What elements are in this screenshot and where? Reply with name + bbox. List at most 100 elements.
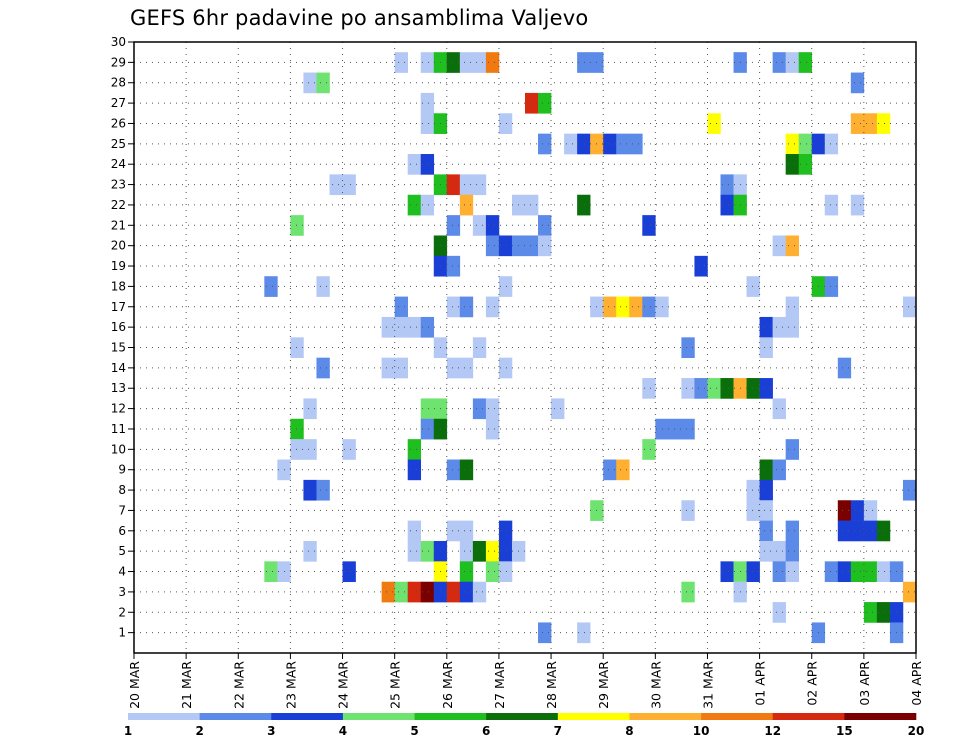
y-tick-label: 3 — [118, 585, 126, 599]
heatmap-cell — [407, 581, 422, 603]
x-tick-label: 25 MAR — [388, 661, 403, 709]
x-tick-label: 02 APR — [805, 661, 820, 706]
heatmap-cell — [459, 194, 474, 216]
y-tick-label: 4 — [118, 565, 126, 579]
heatmap-cell — [472, 215, 487, 236]
y-tick-label: 15 — [111, 341, 126, 355]
heatmap-cell — [863, 602, 878, 623]
heatmap-cell — [407, 459, 422, 481]
heatmap-cell — [837, 500, 852, 521]
heatmap-cell — [498, 276, 513, 297]
heatmap-cell — [824, 276, 839, 297]
heatmap-cell — [655, 418, 669, 440]
heatmap-cell — [538, 622, 552, 644]
colorbar-label: 20 — [908, 724, 925, 738]
heatmap-cell — [772, 52, 786, 73]
heatmap-cell — [785, 133, 799, 155]
heatmap-cell — [837, 520, 852, 542]
heatmap-cell — [850, 500, 865, 521]
heatmap-cell — [303, 479, 317, 501]
heatmap-cell — [746, 378, 760, 399]
heatmap-cell — [759, 316, 773, 338]
y-tick-label: 14 — [111, 361, 126, 375]
y-tick-label: 21 — [111, 218, 126, 232]
heatmap-cell — [472, 52, 487, 73]
colorbar-label: 7 — [554, 724, 562, 738]
heatmap-cell — [303, 398, 317, 420]
heatmap-cell — [498, 561, 513, 583]
heatmap-cell — [316, 276, 330, 297]
heatmap-cell — [642, 439, 656, 460]
heatmap-cell — [446, 296, 461, 318]
heatmap-cell — [551, 398, 565, 420]
heatmap-cell — [772, 459, 786, 481]
heatmap-cell — [772, 398, 786, 420]
heatmap-cell — [681, 378, 695, 399]
heatmap-cell — [394, 296, 408, 318]
heatmap-cell — [616, 459, 630, 481]
heatmap-cell — [863, 561, 878, 583]
heatmap-cell — [759, 479, 773, 501]
heatmap-cell — [316, 357, 330, 379]
y-tick-label: 2 — [118, 605, 126, 619]
heatmap-cell — [681, 500, 695, 521]
heatmap-cell — [472, 581, 487, 603]
y-tick-label: 13 — [111, 381, 126, 395]
heatmap-cell — [902, 479, 917, 501]
heatmap-cell — [459, 540, 474, 562]
heatmap-cell — [420, 113, 435, 134]
colorbar-label: 10 — [693, 724, 710, 738]
heatmap-cell — [316, 72, 330, 94]
x-tick-label: 22 MAR — [231, 661, 246, 709]
heatmap-cell — [772, 235, 786, 257]
heatmap-cell — [720, 174, 734, 196]
y-tick-label: 10 — [111, 442, 126, 456]
colorbar-segment — [772, 713, 845, 720]
x-tick-label: 28 MAR — [544, 661, 559, 709]
heatmap-cell — [446, 520, 461, 542]
y-tick-label: 18 — [111, 279, 126, 293]
heatmap-cell — [720, 561, 734, 583]
colorbar-segment — [271, 713, 344, 720]
heatmap-cell — [642, 296, 656, 318]
heatmap-cell — [694, 378, 708, 399]
heatmap-cell — [785, 235, 799, 257]
heatmap-cell — [707, 378, 721, 399]
heatmap-cell — [472, 337, 487, 358]
x-tick-label: 03 APR — [857, 661, 872, 706]
colorbar-segment — [414, 713, 487, 720]
heatmap-cell — [459, 561, 474, 583]
heatmap-cell — [498, 520, 513, 542]
y-tick-label: 28 — [111, 76, 126, 90]
heatmap-cell — [459, 296, 474, 318]
heatmap-cell — [498, 540, 513, 562]
heatmap-cell — [394, 357, 408, 379]
heatmap-cell — [668, 418, 682, 440]
x-tick-label: 01 APR — [753, 661, 768, 706]
heatmap-cell — [446, 174, 461, 196]
heatmap-cell — [525, 92, 539, 114]
heatmap-cell — [446, 52, 461, 73]
heatmap-cell — [681, 418, 695, 440]
y-tick-label: 17 — [111, 300, 126, 314]
y-tick-label: 25 — [111, 137, 126, 151]
heatmap-cell — [850, 72, 865, 94]
y-tick-label: 9 — [118, 463, 126, 477]
colorbar-segment — [199, 713, 272, 720]
heatmap-cell — [472, 540, 487, 562]
heatmap-cell — [459, 459, 474, 481]
heatmap-cell — [446, 357, 461, 379]
heatmap-cell — [420, 418, 435, 440]
y-tick-label: 22 — [111, 198, 126, 212]
heatmap-cell — [850, 113, 865, 134]
heatmap-cell — [498, 357, 513, 379]
heatmap-cell — [785, 540, 799, 562]
heatmap-cell — [485, 540, 500, 562]
colorbar-label: 1 — [124, 724, 132, 738]
heatmap-cell — [616, 296, 630, 318]
colorbar-label: 8 — [625, 724, 633, 738]
heatmap-cell — [746, 479, 760, 501]
y-tick-label: 11 — [111, 422, 126, 436]
heatmap-cell — [759, 378, 773, 399]
heatmap-cell — [824, 194, 839, 216]
